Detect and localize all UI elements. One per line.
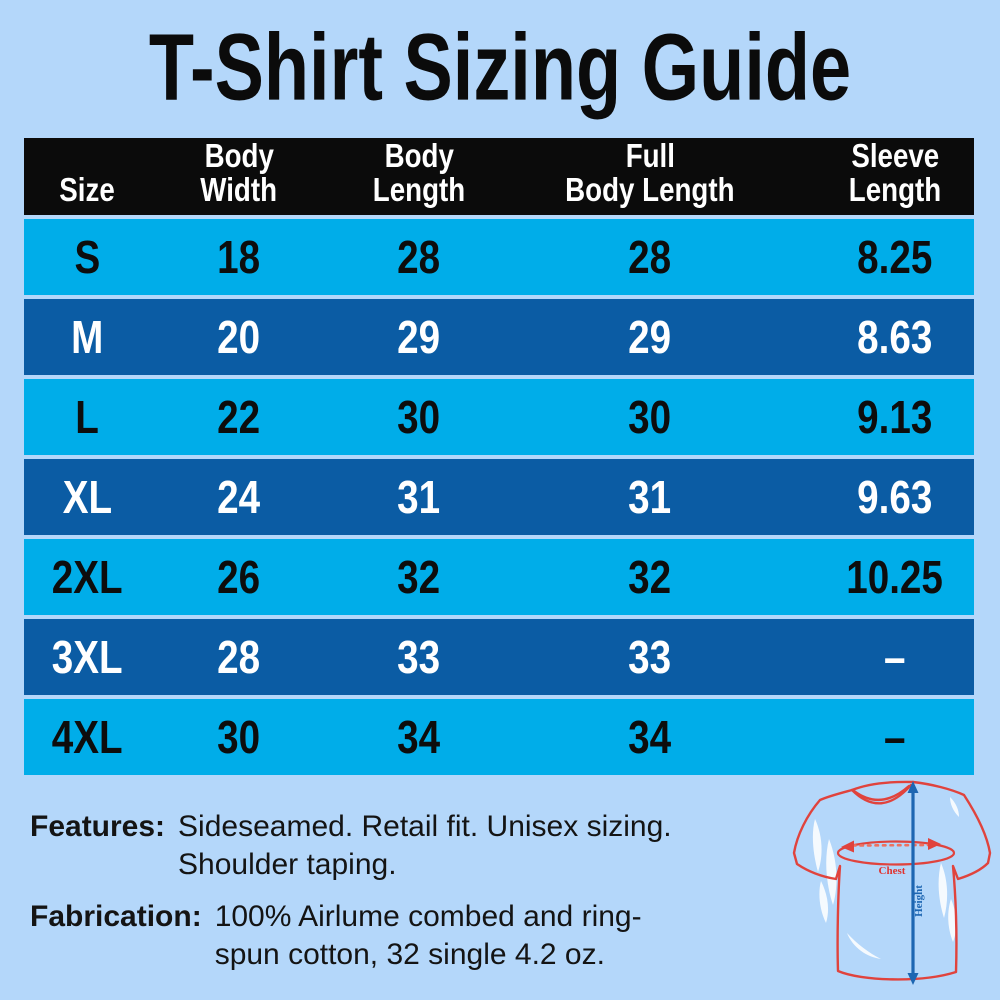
header-cell-full-body-length: Full Body Length (510, 138, 790, 215)
features-block: Features: Sideseamed. Retail fit. Unisex… (30, 808, 672, 884)
shirt-outline (792, 780, 992, 981)
collar-top-edge (850, 780, 915, 792)
header-cell-sleeve-length: Sleeve Length (790, 138, 974, 215)
cell-sleeve-length: 8.25 (857, 231, 933, 283)
fabrication-label: Fabrication: (30, 900, 202, 933)
collar-inner-arc (852, 784, 911, 802)
fabrication-block: Fabrication: 100% Airlume combed and rin… (30, 898, 642, 974)
cell-body-width: 28 (217, 631, 261, 683)
chest-label: Chest (879, 865, 906, 877)
cell-sleeve-length: 8.63 (857, 311, 933, 363)
table-row-3xl: 3XL 28 33 33 – (24, 619, 974, 695)
fabrication-text: 100% Airlume combed and ring- spun cotto… (215, 898, 642, 974)
cell-sleeve-length: 9.13 (857, 391, 933, 443)
features-line2: Shoulder taping. (178, 848, 397, 881)
table-row-xl: XL 24 31 31 9.63 (24, 459, 974, 535)
header-body-length-line2: Length (372, 171, 466, 208)
tshirt-measurement-diagram: Chest Height (792, 780, 992, 985)
header-body-length-line1: Body (384, 137, 454, 174)
sizing-table: Size Body Width Body Length Full Body Le… (24, 138, 974, 775)
cell-full-body-length: 31 (628, 471, 672, 523)
table-row-l: L 22 30 30 9.13 (24, 379, 974, 455)
cell-size: 3XL (51, 631, 123, 683)
cell-full-body-length: 34 (628, 711, 672, 763)
header-full-body-length-line2: Body Length (565, 171, 735, 208)
fabrication-line1: 100% Airlume combed and ring- (214, 900, 642, 933)
table-row-s: S 18 28 28 8.25 (24, 219, 974, 295)
cell-body-length: 32 (397, 551, 441, 603)
cell-body-length: 34 (397, 711, 441, 763)
height-arrow-top (907, 781, 919, 793)
page-title: T-Shirt Sizing Guide (0, 13, 1000, 120)
cell-full-body-length: 28 (628, 231, 672, 283)
fabrication-line2: spun cotton, 32 single 4.2 oz. (214, 938, 605, 971)
cell-size: XL (62, 471, 112, 523)
cell-body-length: 29 (397, 311, 441, 363)
header-size-line2: Size (59, 171, 115, 208)
header-body-width-line1: Body (204, 137, 274, 174)
cell-size: M (70, 311, 104, 363)
cell-sleeve-length: – (884, 631, 906, 683)
cell-size: 4XL (51, 711, 123, 763)
cell-body-length: 33 (397, 631, 441, 683)
header-cell-size: Size (24, 138, 150, 215)
cell-body-length: 31 (397, 471, 441, 523)
table-row-2xl: 2XL 26 32 32 10.25 (24, 539, 974, 615)
cell-full-body-length: 33 (628, 631, 672, 683)
table-header-row: Size Body Width Body Length Full Body Le… (24, 138, 974, 215)
cell-body-width: 22 (217, 391, 261, 443)
cell-body-length: 28 (397, 231, 441, 283)
header-cell-body-length: Body Length (328, 138, 510, 215)
cell-body-width: 26 (217, 551, 261, 603)
cell-full-body-length: 29 (628, 311, 672, 363)
cell-sleeve-length: 10.25 (846, 551, 944, 603)
header-sleeve-length-line2: Length (848, 171, 942, 208)
header-body-width-line2: Width (200, 171, 278, 208)
chest-arrow-left (841, 840, 854, 853)
height-arrow-bottom (907, 973, 919, 985)
cell-body-width: 18 (217, 231, 261, 283)
cell-size: S (74, 231, 100, 283)
cell-size: 2XL (51, 551, 123, 603)
cell-full-body-length: 30 (628, 391, 672, 443)
height-label: Height (913, 885, 925, 917)
features-line1: Sideseamed. Retail fit. Unisex sizing. (178, 810, 672, 843)
cell-sleeve-length: 9.63 (857, 471, 933, 523)
table-row-4xl: 4XL 30 34 34 – (24, 699, 974, 775)
header-full-body-length-line1: Full (625, 137, 675, 174)
shirt-highlight-streaks (812, 797, 959, 959)
features-text: Sideseamed. Retail fit. Unisex sizing. S… (178, 808, 672, 884)
cell-sleeve-length: – (884, 711, 906, 763)
cell-full-body-length: 32 (628, 551, 672, 603)
cell-size: L (75, 391, 99, 443)
cell-body-width: 30 (217, 711, 261, 763)
header-sleeve-length-line1: Sleeve (851, 137, 939, 174)
cell-body-width: 20 (217, 311, 261, 363)
chest-dashed-line (851, 843, 933, 847)
cell-body-width: 24 (217, 471, 261, 523)
features-label: Features: (30, 810, 166, 843)
cell-body-length: 30 (397, 391, 441, 443)
chest-measure-ellipse (836, 840, 956, 866)
header-cell-body-width: Body Width (150, 138, 328, 215)
page-title-text: T-Shirt Sizing Guide (148, 12, 852, 120)
shirt-body-path (792, 780, 992, 981)
chest-arrow-right (928, 838, 941, 850)
table-row-m: M 20 29 29 8.63 (24, 299, 974, 375)
